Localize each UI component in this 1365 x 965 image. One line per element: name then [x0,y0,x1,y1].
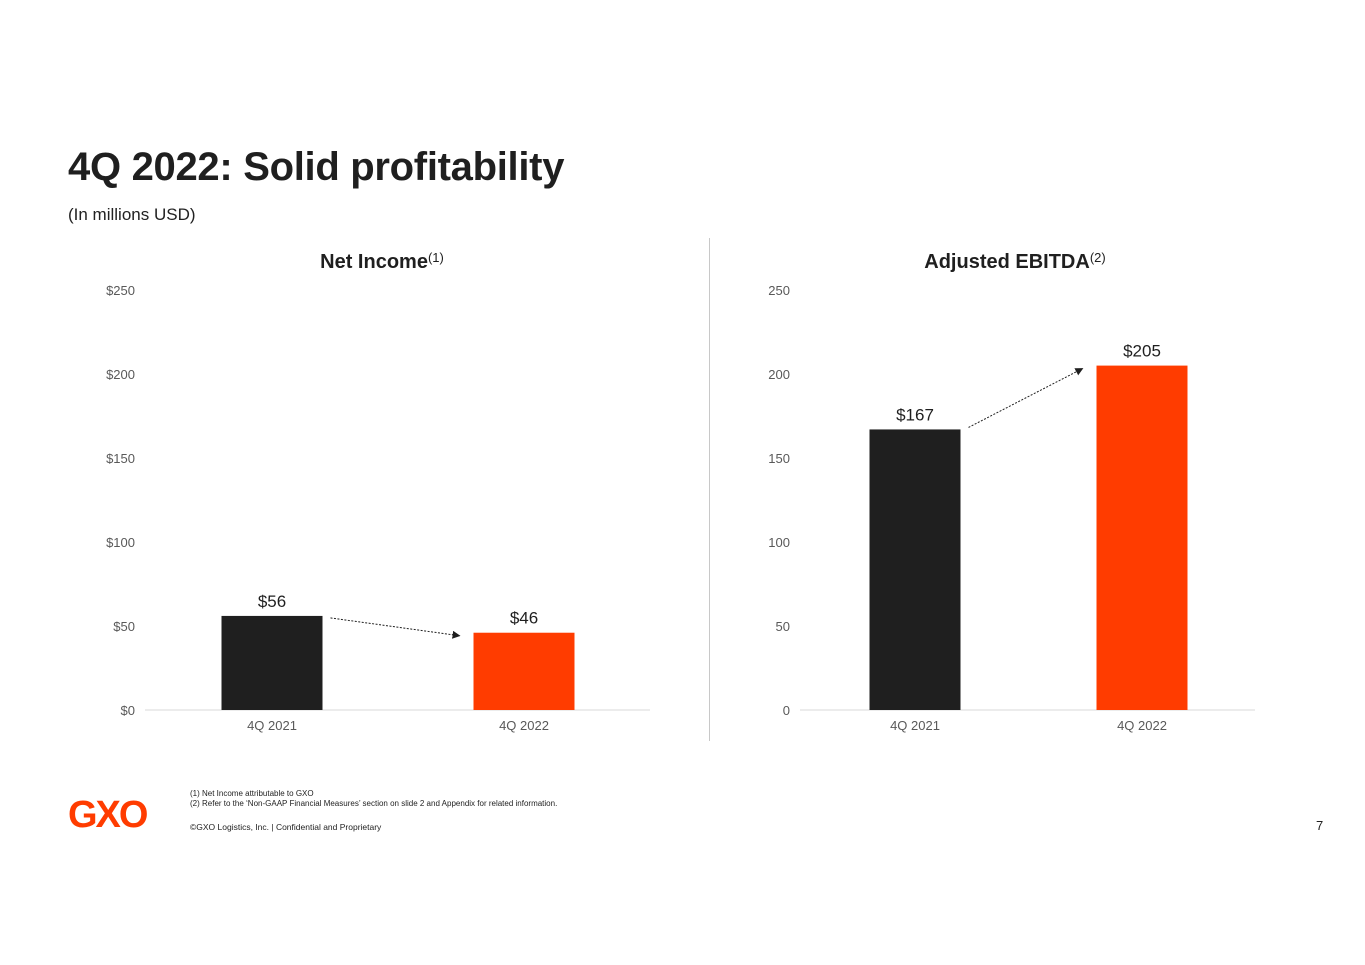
chart-title-text: Net Income [320,251,428,273]
bar-4q-2021 [221,615,323,710]
y-tick-label: $150 [106,451,135,466]
chart-title-superscript: (2) [1090,250,1106,265]
page-subtitle: (In millions USD) [68,205,196,224]
y-tick-label: 50 [776,619,790,634]
y-tick-label: $50 [113,619,135,634]
gxo-logo: GXO [68,796,149,832]
data-label: $56 [258,592,286,611]
trend-arrow [968,368,1084,428]
logo-text: GXO [68,796,147,832]
data-label: $205 [1123,342,1161,361]
bar-4q-2022 [1096,365,1188,710]
trend-arrow [330,617,461,639]
page-number: 7 [1316,818,1324,833]
copyright-text: ©GXO Logistics, Inc. | Confidential and … [190,822,382,832]
chart-title-text: Adjusted EBITDA [924,251,1090,273]
data-label: $167 [896,405,934,424]
chart-title-2: Adjusted EBITDA(2) [924,250,1105,273]
chart-divider [709,238,710,741]
x-tick-label: 4Q 2022 [499,718,549,733]
x-tick-label: 4Q 2021 [247,718,297,733]
y-tick-label: 150 [768,451,790,466]
data-label: $46 [510,609,538,628]
y-tick-label: $100 [106,535,135,550]
x-tick-label: 4Q 2021 [890,718,940,733]
y-tick-label: 0 [783,703,790,718]
bar-4q-2022 [473,632,575,710]
y-tick-label: 250 [768,283,790,298]
page-title: 4Q 2022: Solid profitability [68,145,565,189]
footnote-2: (2) Refer to the ‘Non-GAAP Financial Mea… [190,799,558,808]
bar-4q-2021 [869,429,961,710]
y-tick-label: 100 [768,535,790,550]
footnote-1: (1) Net Income attributable to GXO [190,789,314,798]
chart-title-superscript: (1) [428,250,444,265]
chart-title-1: Net Income(1) [320,250,444,273]
y-tick-label: 200 [768,367,790,382]
y-tick-label: $250 [106,283,135,298]
x-tick-label: 4Q 2022 [1117,718,1167,733]
y-tick-label: $0 [121,703,135,718]
y-tick-label: $200 [106,367,135,382]
